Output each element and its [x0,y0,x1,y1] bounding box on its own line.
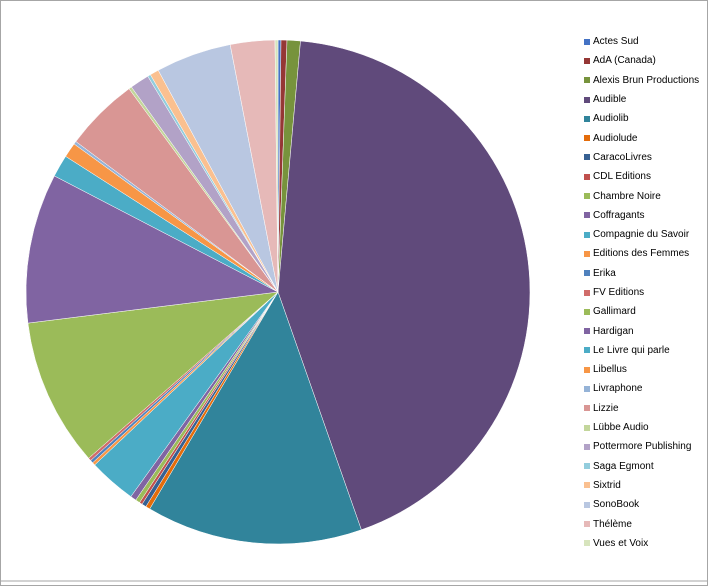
legend-label: Audible [593,94,627,106]
legend-swatch [584,424,590,431]
legend-label: Alexis Brun Productions [593,74,700,86]
legend-item: Audible [584,90,706,109]
legend-label: AdA (Canada) [593,55,656,67]
legend-swatch [584,540,590,547]
pie-slice [25,175,279,324]
legend-swatch [584,77,590,84]
legend-swatch [584,405,590,412]
legend-item: Sixtrid [584,476,706,495]
pie-slice [274,39,279,293]
legend-swatch [584,385,590,392]
legend-swatch [584,154,590,161]
legend-swatch [584,521,590,528]
legend-item: FV Editions [584,283,706,302]
legend-item: Audiolib [584,109,706,128]
legend-swatch [584,96,590,103]
legend-label: SonoBook [593,499,640,511]
legend-swatch [584,501,590,508]
legend-label: Chambre Noire [593,190,661,202]
legend-item: Hardigan [584,321,706,340]
legend-swatch [584,270,590,277]
legend-swatch [584,328,590,335]
legend-swatch [584,347,590,354]
legend-item: Alexis Brun Productions [584,71,706,90]
pie-slice [277,40,531,531]
legend-swatch [584,193,590,200]
legend-item: Chambre Noire [584,186,706,205]
legend-item: CDL Editions [584,167,706,186]
legend-label: Compagnie du Savoir [593,229,690,241]
legend-swatch [584,482,590,489]
legend-label: CDL Editions [593,171,651,183]
legend-item: Livraphone [584,379,706,398]
legend-item: Gallimard [584,302,706,321]
legend-swatch [584,308,590,315]
legend-swatch [584,289,590,296]
legend-label: Hardigan [593,325,634,337]
legend-label: Thélème [593,518,632,530]
legend-swatch [584,38,590,45]
legend-item: Thélème [584,514,706,533]
legend-item: AdA (Canada) [584,51,706,70]
legend-swatch [584,212,590,219]
legend-item: Pottermore Publishing [584,437,706,456]
legend-swatch [584,135,590,142]
legend-item: Coffragants [584,206,706,225]
legend-swatch [584,115,590,122]
legend-item: Le Livre qui parle [584,341,706,360]
legend-swatch [584,173,590,180]
legend: Actes Sud AdA (Canada) Alexis Brun Product… [584,32,706,553]
legend-label: Coffragants [593,209,645,221]
legend-item: Compagnie du Savoir [584,225,706,244]
legend-item: Audiolude [584,128,706,147]
pie-slice [27,291,279,459]
legend-label: Lübbe Audio [593,422,649,434]
legend-label: Le Livre qui parle [593,344,670,356]
legend-label: Livraphone [593,383,643,395]
legend-label: Actes Sud [593,36,639,48]
legend-label: Gallimard [593,306,636,318]
legend-swatch [584,231,590,238]
legend-item: Actes Sud [584,32,706,51]
legend-label: Audiolude [593,132,638,144]
legend-swatch [584,463,590,470]
sheet-ruler [0,580,708,582]
pie-slice [149,291,362,545]
legend-swatch [584,443,590,450]
legend-label: Saga Egmont [593,460,654,472]
legend-swatch [584,57,590,64]
legend-label: Libellus [593,364,627,376]
legend-item: SonoBook [584,495,706,514]
legend-item: Lizzie [584,399,706,418]
legend-item: CaracoLivres [584,148,706,167]
legend-item: Erika [584,264,706,283]
legend-item: Vues et Voix [584,534,706,553]
legend-item: Saga Egmont [584,457,706,476]
legend-label: Vues et Voix [593,537,649,549]
legend-label: Pottermore Publishing [593,441,692,453]
legend-label: FV Editions [593,287,645,298]
legend-label: CaracoLivres [593,151,652,163]
legend-swatch [584,250,590,257]
legend-label: Audiolib [593,113,629,125]
legend-label: Erika [593,267,616,279]
legend-item: Libellus [584,360,706,379]
legend-item: Editions des Femmes [584,244,706,263]
legend-label: Editions des Femmes [593,248,690,260]
legend-label: Lizzie [593,402,619,414]
legend-item: Lübbe Audio [584,418,706,437]
legend-swatch [584,366,590,373]
legend-label: Sixtrid [593,479,621,491]
